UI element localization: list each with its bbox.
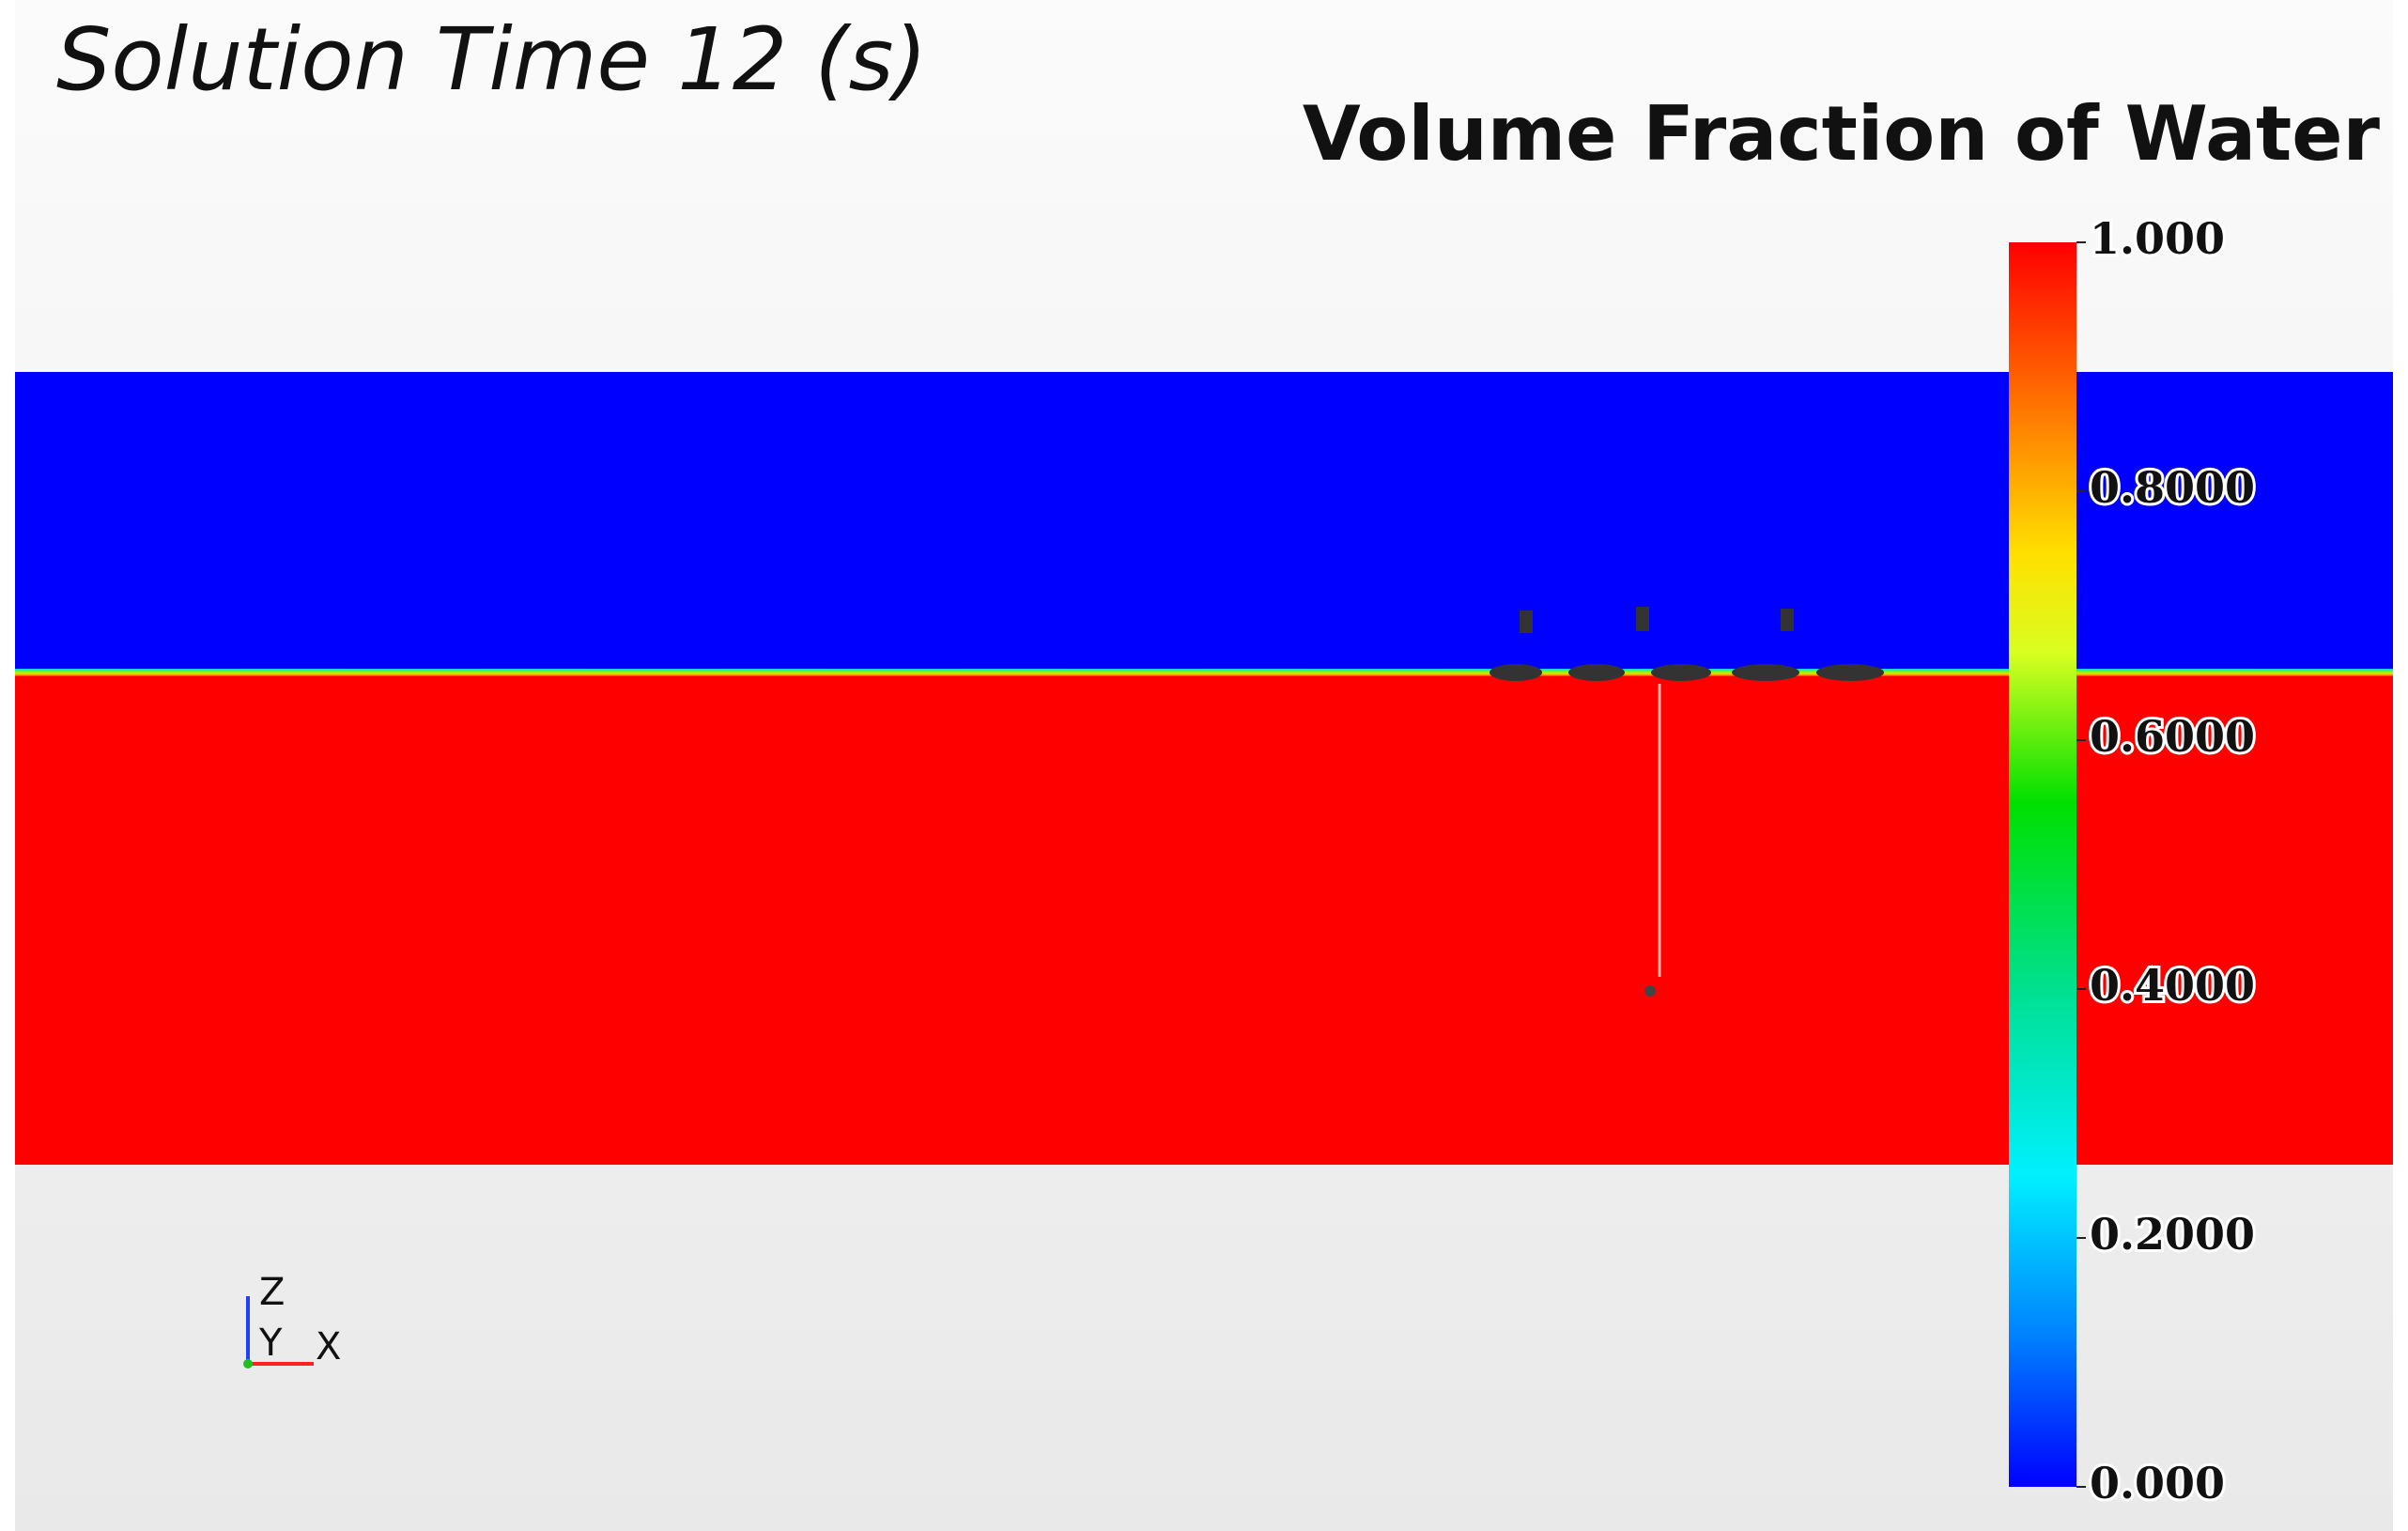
y-label: Y xyxy=(258,1322,283,1365)
float xyxy=(1816,664,1884,681)
x-label: X xyxy=(316,1325,341,1369)
colorbar-tick-label: 0.000 xyxy=(2090,1458,2225,1508)
colorbar-title: Volume Fraction of Water xyxy=(1303,90,2381,178)
air-region xyxy=(15,372,2393,669)
colorbar xyxy=(2009,242,2076,1487)
buoy xyxy=(1781,609,1794,631)
float xyxy=(1568,664,1625,681)
float xyxy=(1490,664,1542,681)
y-axis xyxy=(243,1359,253,1369)
buoy xyxy=(1636,607,1649,631)
colorbar-tick-label: 1.000 xyxy=(2090,213,2225,264)
colorbar-tick-label: 0.2000 xyxy=(2090,1209,2255,1260)
colorbar-tick-label: 0.4000 xyxy=(2090,960,2255,1011)
floating-bodies xyxy=(1490,607,1884,681)
anchor xyxy=(1644,985,1656,997)
colorbar-tick-label: 0.6000 xyxy=(2090,711,2255,762)
buoy xyxy=(1520,611,1533,633)
z-label: Z xyxy=(259,1271,285,1314)
axes-triad: Z Y X xyxy=(243,1271,341,1369)
water-region xyxy=(15,676,2393,1165)
float xyxy=(1651,664,1711,681)
free-surface xyxy=(15,669,2393,676)
colorbar-tick-label: 0.8000 xyxy=(2090,462,2255,513)
float xyxy=(1732,664,1799,681)
solution-time: Solution Time 12 (s) xyxy=(56,9,927,110)
